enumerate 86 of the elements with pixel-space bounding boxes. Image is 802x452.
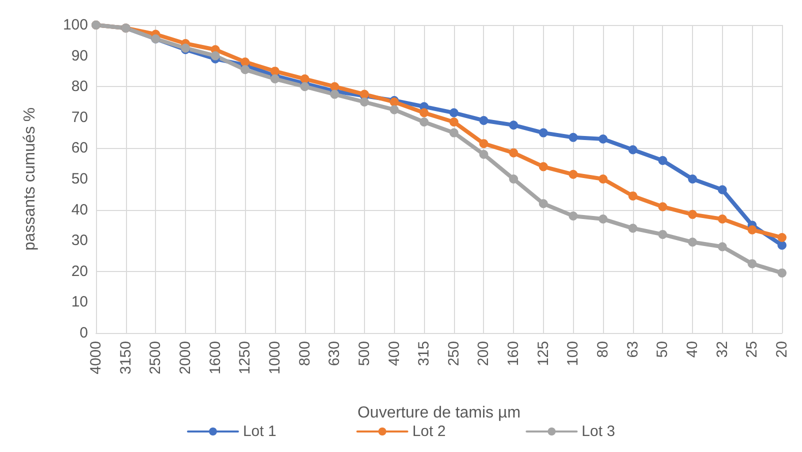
point xyxy=(658,230,668,239)
point xyxy=(270,74,280,84)
y-tick-label: 60 xyxy=(71,140,88,157)
y-tick-label: 50 xyxy=(71,170,88,188)
point xyxy=(778,233,786,242)
point xyxy=(300,74,310,84)
point xyxy=(568,170,578,179)
y-tick-label: 40 xyxy=(71,201,88,218)
x-tick-label: 50 xyxy=(654,341,672,358)
x-tick-label: 80 xyxy=(594,341,612,358)
point xyxy=(210,51,220,60)
point xyxy=(449,108,458,118)
point xyxy=(420,108,429,118)
point xyxy=(718,242,727,252)
x-tick-label: 250 xyxy=(445,341,462,366)
x-tick-label: 2000 xyxy=(176,341,194,374)
legend-label: Lot 1 xyxy=(242,423,276,440)
y-tick-label: 80 xyxy=(71,78,88,96)
y-tick-label: 0 xyxy=(80,324,88,342)
x-tick-label: 500 xyxy=(356,341,373,366)
point xyxy=(598,134,608,144)
y-tick-label: 70 xyxy=(71,108,88,126)
x-tick-label: 63 xyxy=(624,341,642,358)
y-tick-label: 90 xyxy=(71,47,88,64)
point xyxy=(479,139,488,148)
point xyxy=(420,118,429,127)
x-tick-label: 4000 xyxy=(88,341,104,374)
x-tick-label: 200 xyxy=(475,341,492,366)
x-tick-label: 25 xyxy=(744,341,761,358)
legend-label: Lot 3 xyxy=(582,423,616,440)
y-tick-label: 100 xyxy=(62,16,88,34)
point xyxy=(509,120,518,130)
point xyxy=(568,211,578,220)
point xyxy=(479,116,488,125)
x-tick-label: 160 xyxy=(505,341,522,366)
point xyxy=(628,145,638,154)
x-tick-label: 32 xyxy=(714,341,731,358)
point xyxy=(538,199,548,208)
point xyxy=(598,214,608,224)
point xyxy=(628,191,638,200)
point xyxy=(538,162,548,172)
point xyxy=(748,225,757,234)
point xyxy=(330,90,340,99)
x-tick-label: 20 xyxy=(774,341,790,358)
x-tick-label: 1000 xyxy=(266,341,284,374)
y-tick-label: 20 xyxy=(71,262,88,280)
y-tick-label: 30 xyxy=(71,232,88,250)
point xyxy=(300,82,310,92)
y-tick-label: 10 xyxy=(71,294,88,311)
point xyxy=(658,156,668,166)
x-tick-label: 800 xyxy=(296,341,314,366)
legend-label: Lot 2 xyxy=(412,423,446,440)
x-tick-label: 2500 xyxy=(147,341,164,374)
point xyxy=(330,82,340,92)
point xyxy=(718,214,727,224)
point xyxy=(688,238,698,247)
point xyxy=(778,240,786,250)
x-tick-label: 630 xyxy=(326,341,344,366)
point xyxy=(509,148,518,158)
point xyxy=(718,185,727,194)
point xyxy=(598,174,608,184)
point xyxy=(538,128,548,138)
point xyxy=(688,210,698,219)
point xyxy=(479,150,488,159)
x-tick-label: 315 xyxy=(416,341,433,366)
point xyxy=(390,105,399,114)
x-tick-label: 100 xyxy=(564,341,582,366)
x-tick-label: 1250 xyxy=(236,341,254,374)
point xyxy=(509,174,518,184)
point xyxy=(449,118,458,127)
point xyxy=(778,268,786,278)
x-axis-title: Ouverture de tamis µm xyxy=(357,404,521,422)
point xyxy=(628,224,638,233)
point xyxy=(568,132,578,142)
point xyxy=(748,259,757,268)
point xyxy=(270,66,280,76)
x-tick-label: 3150 xyxy=(117,341,134,374)
x-tick-label: 400 xyxy=(386,341,403,366)
x-tick-label: 1600 xyxy=(206,341,224,374)
y-axis-title: passants cumués % xyxy=(22,107,38,251)
x-tick-label: 125 xyxy=(534,341,552,366)
x-tick-label: 40 xyxy=(684,341,702,358)
point xyxy=(360,98,369,106)
point xyxy=(688,174,698,184)
point xyxy=(658,202,668,212)
point xyxy=(449,128,458,138)
